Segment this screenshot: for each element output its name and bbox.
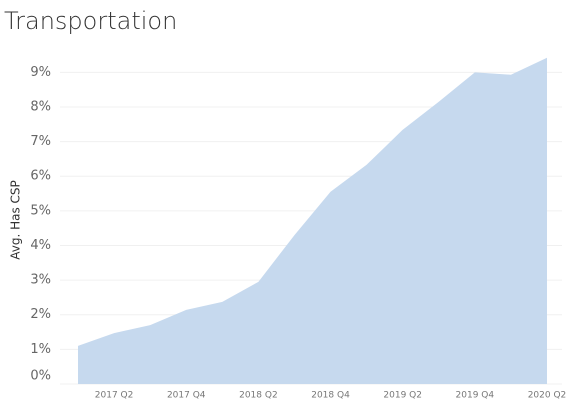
y-tick-label: 4% (30, 238, 51, 253)
x-tick-label: 2017 Q2 (95, 391, 134, 401)
y-axis-title: Avg. Has CSP (9, 180, 23, 260)
y-tick-label: 3% (30, 273, 51, 288)
y-tick-label: 9% (30, 65, 51, 80)
y-tick-label: 2% (30, 307, 51, 322)
x-tick-label: 2017 Q4 (167, 391, 206, 401)
x-tick-label: 2018 Q4 (311, 391, 350, 401)
x-tick-label: 2020 Q2 (528, 391, 567, 401)
x-tick-label: 2019 Q4 (456, 391, 495, 401)
y-tick-label: 7% (30, 134, 51, 149)
y-tick-label: 6% (30, 169, 51, 184)
y-tick-label: 1% (30, 342, 51, 357)
y-tick-label: 5% (30, 203, 51, 218)
x-tick-label: 2018 Q2 (239, 391, 278, 401)
y-tick-label: 8% (30, 99, 51, 114)
y-tick-label: 0% (30, 369, 51, 384)
area (78, 57, 547, 384)
chart-title: Transportation (4, 7, 177, 35)
x-tick-label: 2019 Q2 (383, 391, 422, 401)
